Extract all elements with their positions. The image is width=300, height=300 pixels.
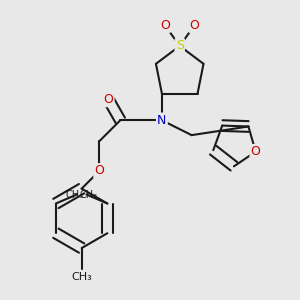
Text: CH₃: CH₃ <box>71 272 92 282</box>
Text: CH₃: CH₃ <box>65 190 84 200</box>
Text: O: O <box>160 19 170 32</box>
Text: O: O <box>103 93 113 106</box>
Text: N: N <box>157 114 167 127</box>
Text: O: O <box>190 19 200 32</box>
Text: S: S <box>176 40 184 52</box>
Text: O: O <box>251 145 261 158</box>
Text: O: O <box>94 164 104 177</box>
Text: CH₃: CH₃ <box>80 190 98 200</box>
